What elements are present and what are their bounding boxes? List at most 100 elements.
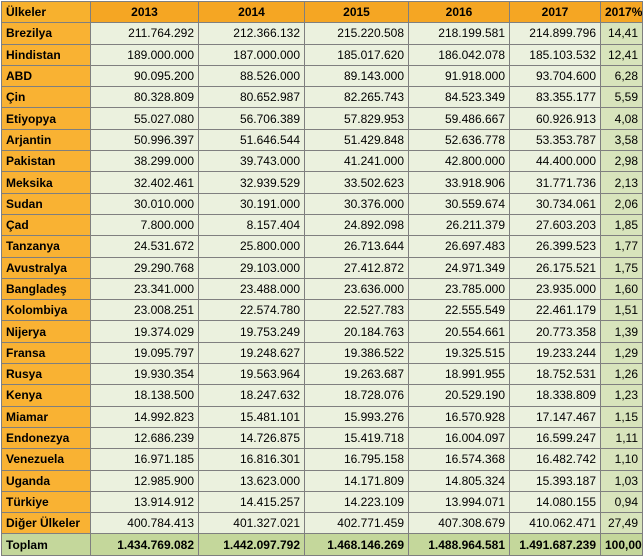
value-2013: 16.971.185	[90, 448, 199, 471]
table-row: Arjantin 50.996.397 51.646.544 51.429.848 52…	[1, 128, 643, 152]
value-2017: 214.899.796	[509, 22, 601, 45]
table-row: Avustralya 29.290.768 29.103.000 27.412.872…	[1, 256, 643, 279]
value-2014: 56.706.389	[198, 107, 305, 130]
value-2017: 16.599.247	[509, 426, 601, 450]
value-2015: 19.263.687	[304, 363, 409, 386]
country-name: Nijerya	[1, 320, 91, 343]
header-2013: 2013	[90, 0, 199, 24]
value-2015: 15.419.718	[304, 426, 409, 450]
country-name: Tanzanya	[1, 235, 91, 258]
value-2015: 16.795.158	[304, 448, 409, 471]
value-2013: 12.686.239	[90, 426, 199, 450]
value-2017: 22.461.179	[509, 299, 601, 322]
value-2014: 212.366.132	[198, 22, 305, 45]
value-2017: 19.233.244	[509, 341, 601, 365]
value-2014: 187.000.000	[198, 43, 305, 66]
value-2014: 14.726.875	[198, 426, 305, 450]
share-2017-percent: 1,11	[600, 426, 643, 450]
total-2017: 1.491.687.239	[509, 533, 601, 556]
value-2016: 42.800.000	[408, 150, 510, 173]
value-2017: 60.926.913	[509, 107, 601, 130]
value-2017: 44.400.000	[509, 150, 601, 173]
country-name: Meksika	[1, 171, 91, 194]
value-2013: 23.341.000	[90, 277, 199, 301]
country-name: Bangladeş	[1, 277, 91, 301]
table-row: Venezuela 16.971.185 16.816.301 16.795.158 1…	[1, 448, 643, 471]
value-2015: 30.376.000	[304, 192, 409, 215]
share-2017-percent: 1,39	[600, 320, 643, 343]
share-2017-percent: 2,06	[600, 192, 643, 215]
value-2014: 80.652.987	[198, 86, 305, 109]
value-2017: 30.734.061	[509, 192, 601, 215]
table-row: Çad 7.800.000 8.157.404 24.892.098 26.211.37…	[1, 213, 643, 237]
value-2015: 41.241.000	[304, 150, 409, 173]
value-2016: 218.199.581	[408, 22, 510, 45]
value-2014: 19.248.627	[198, 341, 305, 365]
country-name: Brezilya	[1, 22, 91, 45]
value-2015: 24.892.098	[304, 213, 409, 237]
value-2014: 88.526.000	[198, 64, 305, 88]
value-2015: 15.993.276	[304, 405, 409, 428]
value-2013: 23.008.251	[90, 299, 199, 322]
table-body: Brezilya 211.764.292 212.366.132 215.220.50…	[1, 22, 643, 535]
country-name: Çin	[1, 86, 91, 109]
share-2017-percent: 2,98	[600, 150, 643, 173]
country-name: Arjantin	[1, 128, 91, 152]
country-name: Rusya	[1, 363, 91, 386]
header-countries: Ülkeler	[1, 0, 91, 24]
value-2016: 14.805.324	[408, 469, 510, 492]
share-2017-percent: 1,85	[600, 213, 643, 237]
value-2014: 18.247.632	[198, 384, 305, 407]
value-2016: 22.555.549	[408, 299, 510, 322]
table-row: Meksika 32.402.461 32.939.529 33.502.623 33.…	[1, 171, 643, 194]
share-2017-percent: 4,08	[600, 107, 643, 130]
country-name: Fransa	[1, 341, 91, 365]
value-2015: 23.636.000	[304, 277, 409, 301]
value-2017: 15.393.187	[509, 469, 601, 492]
total-2014: 1.442.097.792	[198, 533, 305, 556]
share-2017-percent: 1,15	[600, 405, 643, 428]
value-2013: 19.374.029	[90, 320, 199, 343]
value-2017: 18.752.531	[509, 363, 601, 386]
value-2017: 83.355.177	[509, 86, 601, 109]
value-2017: 16.482.742	[509, 448, 601, 471]
table-row: Hindistan 189.000.000 187.000.000 185.017.6…	[1, 43, 643, 66]
share-2017-percent: 1,03	[600, 469, 643, 492]
value-2015: 18.728.076	[304, 384, 409, 407]
country-name: Türkiye	[1, 490, 91, 514]
value-2013: 24.531.672	[90, 235, 199, 258]
value-2013: 14.992.823	[90, 405, 199, 428]
country-name: Etiyopya	[1, 107, 91, 130]
value-2014: 8.157.404	[198, 213, 305, 237]
value-2013: 18.138.500	[90, 384, 199, 407]
value-2014: 19.753.249	[198, 320, 305, 343]
value-2014: 29.103.000	[198, 256, 305, 279]
country-name: Miamar	[1, 405, 91, 428]
table-row: Kenya 18.138.500 18.247.632 18.728.076 20.52…	[1, 384, 643, 407]
value-2016: 16.570.928	[408, 405, 510, 428]
value-2016: 407.308.679	[408, 512, 510, 535]
country-name: Venezuela	[1, 448, 91, 471]
value-2016: 84.523.349	[408, 86, 510, 109]
value-2016: 13.994.071	[408, 490, 510, 514]
table-row: Endonezya 12.686.239 14.726.875 15.419.718 1…	[1, 426, 643, 450]
table-row: Pakistan 38.299.000 39.743.000 41.241.000 42…	[1, 150, 643, 173]
value-2013: 19.930.354	[90, 363, 199, 386]
country-name: Kenya	[1, 384, 91, 407]
value-2013: 55.027.080	[90, 107, 199, 130]
value-2015: 20.184.763	[304, 320, 409, 343]
country-name: ABD	[1, 64, 91, 88]
table-row: Sudan 30.010.000 30.191.000 30.376.000 30.55…	[1, 192, 643, 215]
value-2013: 19.095.797	[90, 341, 199, 365]
value-2013: 7.800.000	[90, 213, 199, 237]
value-2016: 26.697.483	[408, 235, 510, 258]
value-2016: 186.042.078	[408, 43, 510, 66]
share-2017-percent: 3,58	[600, 128, 643, 152]
value-2017: 20.773.358	[509, 320, 601, 343]
value-2015: 51.429.848	[304, 128, 409, 152]
country-name: Kolombiya	[1, 299, 91, 322]
value-2014: 16.816.301	[198, 448, 305, 471]
value-2015: 19.386.522	[304, 341, 409, 365]
value-2014: 401.327.021	[198, 512, 305, 535]
value-2016: 91.918.000	[408, 64, 510, 88]
